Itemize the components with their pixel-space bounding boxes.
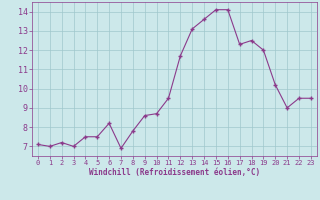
X-axis label: Windchill (Refroidissement éolien,°C): Windchill (Refroidissement éolien,°C): [89, 168, 260, 177]
